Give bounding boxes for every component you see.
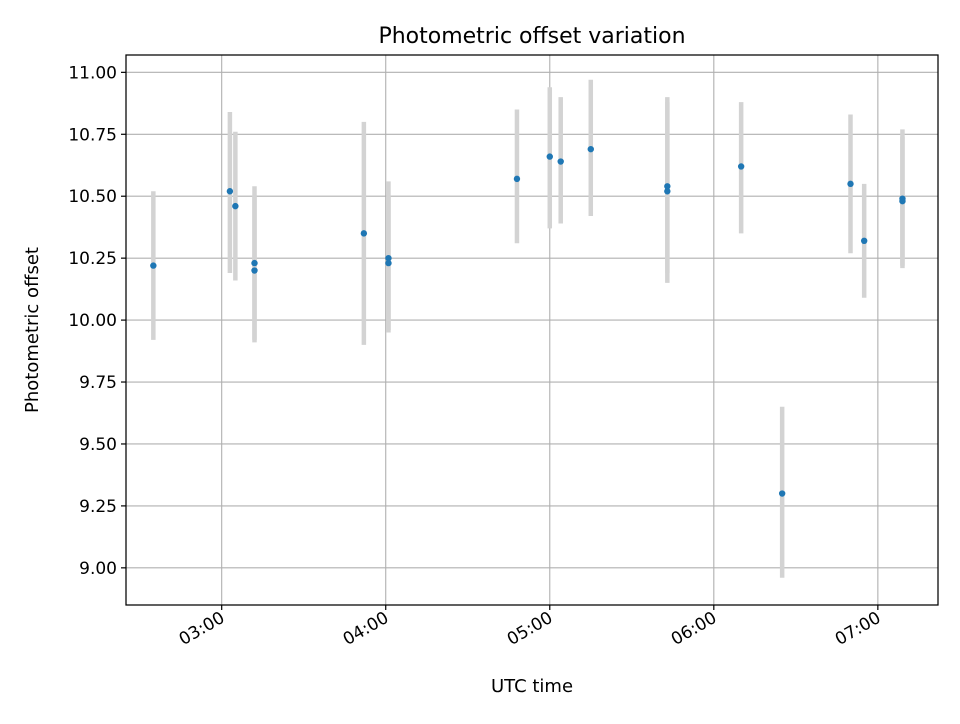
x-axis-label: UTC time xyxy=(491,676,573,697)
y-tick-label: 10.50 xyxy=(68,187,117,207)
y-tick-label: 9.00 xyxy=(79,559,117,579)
y-tick-label: 10.00 xyxy=(68,311,117,331)
data-point xyxy=(778,490,786,497)
data-point xyxy=(664,183,671,190)
y-tick-label: 9.25 xyxy=(79,497,117,517)
data-points xyxy=(150,145,906,497)
y-axis-label: Photometric offset xyxy=(22,247,43,413)
data-point xyxy=(251,267,258,274)
y-tick-label: 11.00 xyxy=(68,63,117,83)
data-point xyxy=(226,188,234,195)
chart-title: Photometric offset variation xyxy=(378,24,685,49)
data-point xyxy=(546,153,553,160)
y-tick-label: 9.75 xyxy=(79,373,117,393)
data-point xyxy=(385,254,392,262)
data-point xyxy=(737,163,745,170)
data-point xyxy=(557,158,564,165)
data-point xyxy=(150,262,157,269)
data-point xyxy=(513,175,521,183)
plot-frame xyxy=(125,54,939,606)
data-point xyxy=(587,145,594,153)
y-axis-ticks: 9.00 9.25 9.50 9.75 10.00 10.25 10.50 10.75 11.0… xyxy=(68,63,126,579)
data-point xyxy=(664,188,671,195)
y-tick-label: 10.25 xyxy=(68,249,117,269)
data-point xyxy=(899,197,906,205)
data-point xyxy=(847,180,854,188)
y-tick-label: 10.75 xyxy=(68,125,117,145)
data-point xyxy=(232,202,239,210)
data-point xyxy=(860,237,868,245)
y-tick-label: 9.50 xyxy=(79,435,117,455)
data-point xyxy=(251,259,258,267)
data-point xyxy=(360,230,368,237)
data-point xyxy=(385,259,392,267)
